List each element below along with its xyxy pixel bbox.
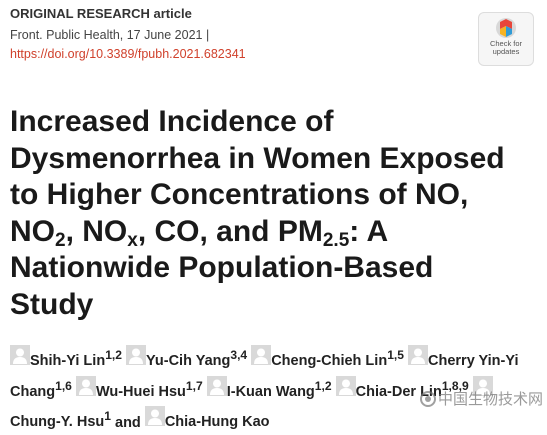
author-name: Shih-Yi Lin xyxy=(30,352,106,369)
author[interactable]: Cherry Yin-Yi Chang1,6 xyxy=(10,344,519,400)
title-text: Study xyxy=(10,287,94,321)
author-affiliations: 1,2 xyxy=(314,378,332,393)
author-name: Yu-Cih Yang xyxy=(146,352,231,369)
doi-link[interactable]: https://doi.org/10.3389/fpubh.2021.68234… xyxy=(10,47,246,61)
title-subscript: 2 xyxy=(55,229,66,251)
title-line: NO2, NOx, CO, and PM2.5: A xyxy=(10,214,505,251)
author-name: Cheng-Chieh Lin xyxy=(271,352,388,369)
title-line: to Higher Concentrations of NO, xyxy=(10,177,505,214)
author-name: Chung-Y. Hsu xyxy=(10,414,105,431)
author-avatar xyxy=(75,375,96,396)
author-avatar xyxy=(144,406,165,427)
author-name: I-Kuan Wang xyxy=(226,383,315,400)
title-line: Nationwide Population-Based xyxy=(10,250,505,287)
title-text: NO xyxy=(10,214,55,248)
author-avatar xyxy=(408,344,429,365)
title-text: , CO, and PM xyxy=(137,214,323,248)
citation: Front. Public Health, 17 June 2021 | xyxy=(10,28,210,42)
author-avatar xyxy=(251,344,272,365)
title-line: Study xyxy=(10,287,505,324)
author-affiliations: 1,8,9 xyxy=(441,378,469,393)
author-affiliations: 3,4 xyxy=(230,348,248,362)
title-text: : A xyxy=(349,214,389,248)
check-updates-badge[interactable]: Check for updates xyxy=(478,12,534,66)
author[interactable]: Shih-Yi Lin1,2 xyxy=(10,344,122,369)
author-affiliations: 1,2 xyxy=(105,348,122,362)
author-affiliations: 1,5 xyxy=(387,348,404,362)
author-avatar xyxy=(206,375,227,396)
title-subscript: 2.5 xyxy=(322,229,350,251)
title-text: Increased Incidence of xyxy=(10,105,334,138)
title-line: Increased Incidence of xyxy=(10,104,505,141)
author[interactable]: Yu-Cih Yang3,4 xyxy=(126,344,247,369)
article-type: ORIGINAL RESEARCH article xyxy=(10,6,192,21)
title-text: to Higher Concentrations of NO, xyxy=(10,178,469,211)
author-avatar xyxy=(10,344,30,365)
badge-icon xyxy=(496,18,516,38)
author-name: Chia-Hung Kao xyxy=(164,414,270,431)
author[interactable]: Chia-Hung Kao xyxy=(144,406,270,431)
page: ORIGINAL RESEARCH article Front. Public … xyxy=(10,6,544,431)
article-title: Increased Incidence of Dysmenorrhea in Wo… xyxy=(10,104,505,323)
author-avatar xyxy=(472,375,493,396)
author-avatar xyxy=(126,344,147,365)
author-affiliations: 1,7 xyxy=(185,378,203,393)
title-line: Dysmenorrhea in Women Exposed xyxy=(10,141,505,178)
author-affiliations: 1,6 xyxy=(55,378,72,393)
author-conjunction: and xyxy=(115,414,141,431)
author[interactable]: Wu-Huei Hsu1,7 xyxy=(75,375,203,400)
title-text: Nationwide Population-Based xyxy=(10,251,434,284)
author[interactable]: Chia-Der Lin1,8,9 xyxy=(335,375,469,400)
title-text: , NO xyxy=(65,214,128,248)
author-avatar xyxy=(335,375,356,396)
title-text: Dysmenorrhea in Women Exposed xyxy=(10,141,505,175)
author[interactable]: Cheng-Chieh Lin1,5 xyxy=(251,344,404,369)
badge-text: Check for updates xyxy=(489,39,523,56)
author-name: Wu-Huei Hsu xyxy=(95,383,186,400)
watermark-text: 中国生物技术网 xyxy=(438,391,544,408)
title-subscript: x xyxy=(127,229,138,251)
author-affiliations: 1 xyxy=(104,409,111,424)
author[interactable]: I-Kuan Wang1,2 xyxy=(206,375,332,400)
watermark: 中国生物技术网 xyxy=(420,388,543,409)
author-name: Cherry Yin-Yi Chang xyxy=(10,352,519,400)
watermark-logo xyxy=(420,391,436,407)
author-name: Chia-Der Lin xyxy=(355,383,442,400)
